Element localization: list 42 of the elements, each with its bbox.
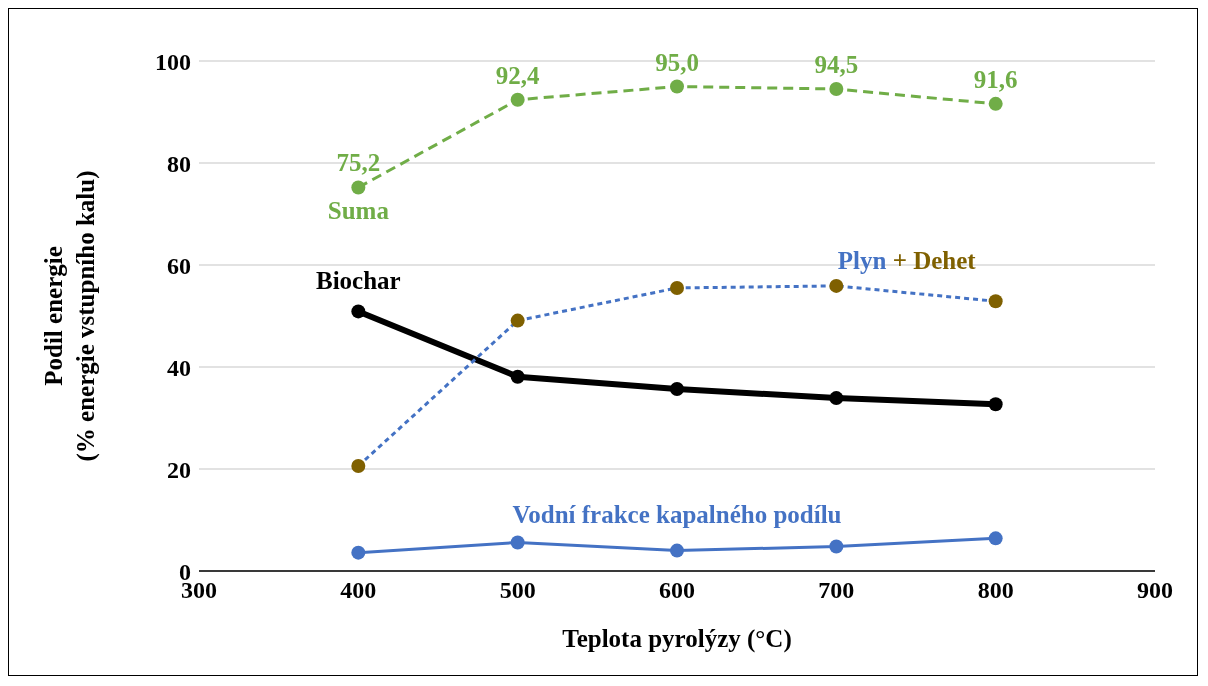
point: [988, 397, 1003, 412]
point: [351, 304, 366, 319]
point: [351, 180, 366, 195]
x-tick-label: 800: [977, 577, 1014, 604]
data-label: 94,5: [814, 51, 859, 79]
x-tick-label: 600: [659, 577, 695, 604]
series-label: Vodní frakce kapalného podílu: [512, 500, 842, 528]
point: [510, 369, 525, 384]
point: [510, 92, 525, 107]
point: [670, 280, 684, 295]
point: [829, 278, 844, 293]
x-tick-label: 900: [1137, 577, 1173, 604]
y-tick-label: 80: [167, 150, 191, 177]
y-tick-label: 60: [167, 252, 191, 279]
point: [510, 313, 525, 328]
x-tick-label: 500: [499, 577, 536, 604]
data-label: 92,4: [495, 61, 541, 89]
point: [829, 82, 844, 97]
x-axis-title: Teplota pyrolýzy (°C): [562, 625, 792, 653]
point: [351, 458, 366, 473]
y-tick-label: 100: [155, 48, 191, 75]
series-label: Plyn + Dehet: [837, 247, 977, 275]
y-tick-label: 20: [167, 456, 191, 483]
series-label: Biochar: [315, 267, 401, 295]
point: [670, 543, 684, 558]
data-label: 91,6: [973, 65, 1018, 93]
point: [670, 381, 684, 396]
point: [829, 391, 844, 406]
data-label: 75,2: [336, 149, 381, 177]
y-axis-title: Podil energie (% energie vstupního kalu): [40, 170, 100, 462]
x-tick-label: 700: [818, 577, 855, 604]
data-label: 95,0: [655, 48, 699, 76]
point: [670, 79, 684, 94]
x-tick-label: 400: [340, 577, 377, 604]
point: [988, 96, 1003, 111]
y-tick-label: 40: [167, 354, 191, 381]
point: [988, 294, 1003, 309]
point: [510, 535, 525, 550]
series-label: Suma: [327, 197, 390, 225]
point: [988, 531, 1003, 546]
point: [351, 545, 366, 560]
point: [829, 539, 844, 554]
